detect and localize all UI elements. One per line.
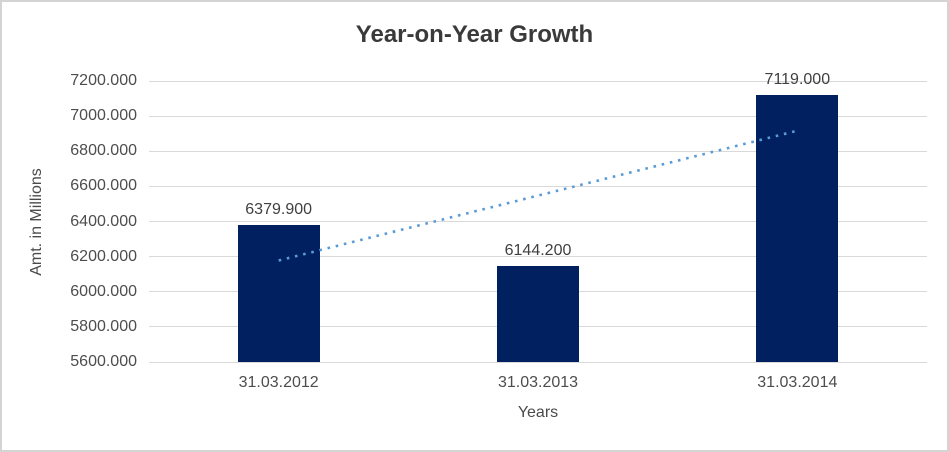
data-label: 6144.200 bbox=[504, 242, 572, 260]
y-tick-label: 6800.000 bbox=[70, 142, 137, 160]
y-tick-label: 5800.000 bbox=[70, 317, 137, 335]
y-tick-label: 6000.000 bbox=[70, 282, 137, 300]
bar bbox=[756, 95, 839, 362]
bar bbox=[497, 266, 579, 362]
y-tick-label: 6400.000 bbox=[70, 212, 137, 230]
gridline bbox=[149, 361, 927, 363]
data-label: 6379.900 bbox=[245, 201, 313, 219]
chart-title: Year-on-Year Growth bbox=[355, 21, 594, 48]
data-label: 7119.000 bbox=[764, 71, 831, 89]
y-tick-label: 6600.000 bbox=[70, 177, 137, 195]
y-tick-label: 7200.000 bbox=[70, 72, 137, 89]
y-tick-label: 5600.000 bbox=[70, 353, 137, 370]
x-tick-label: 31.03.2013 bbox=[497, 374, 579, 391]
gridline bbox=[149, 80, 927, 82]
bar bbox=[237, 225, 320, 362]
y-tick-label: 7000.000 bbox=[70, 107, 137, 125]
gridline bbox=[149, 115, 927, 117]
y-tick-label: 6200.000 bbox=[70, 247, 137, 265]
x-tick-label: 31.03.2012 bbox=[238, 374, 319, 391]
x-tick-label: 31.03.2014 bbox=[757, 374, 838, 391]
x-axis-title: Years bbox=[517, 404, 559, 421]
